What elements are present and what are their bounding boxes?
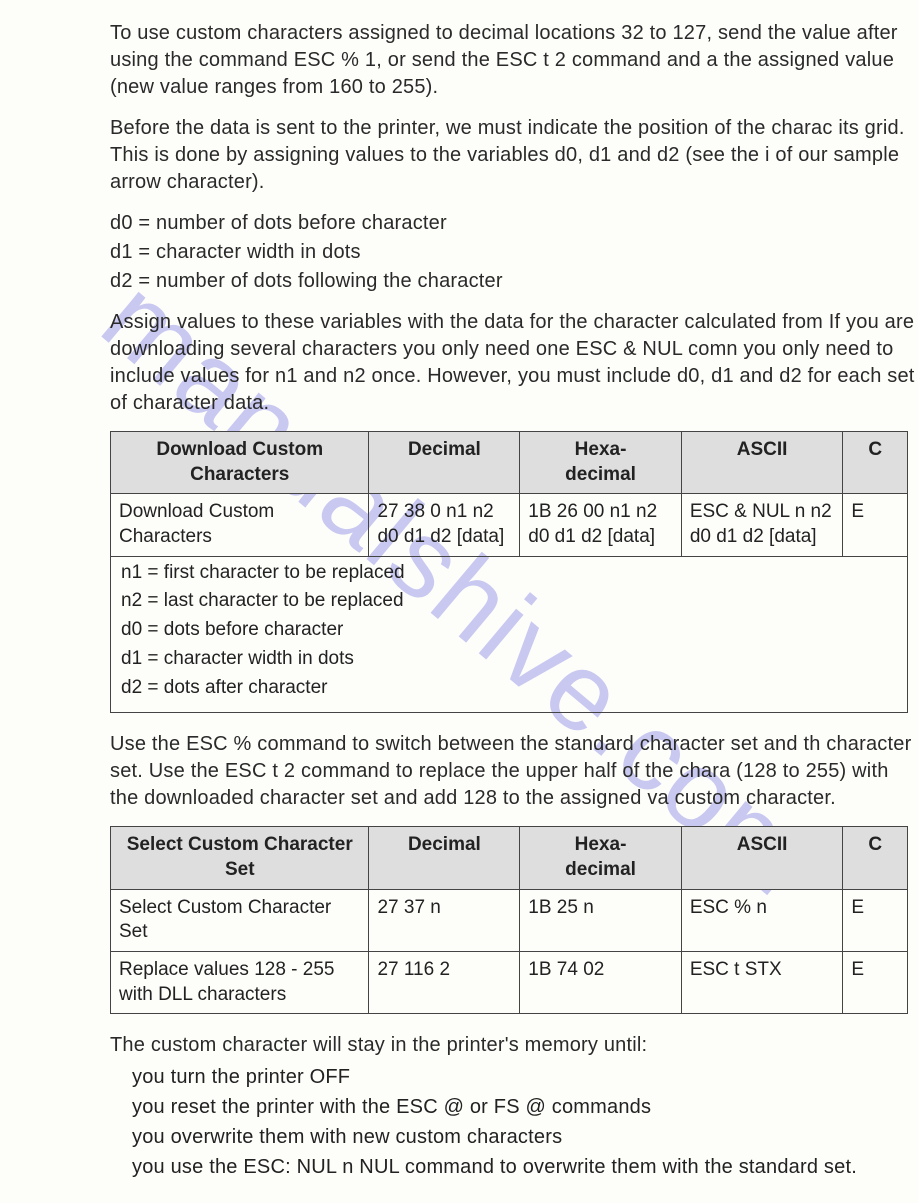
note-d1: d1 = character width in dots [121, 647, 897, 672]
cell-c: E [843, 494, 908, 556]
th-c: C [843, 432, 908, 494]
note-n1: n1 = first character to be replaced [121, 561, 897, 586]
cell-c: E [843, 951, 908, 1013]
cell-decimal: 27 38 0 n1 n2 d0 d1 d2 [data] [369, 494, 520, 556]
bullet-item: you reset the printer with the ESC @ or … [132, 1093, 918, 1121]
table-header-row: Select Custom Character Set Decimal Hexa… [111, 827, 908, 889]
def-d1: d1 = character width in dots [110, 239, 918, 266]
paragraph-1: To use custom characters assigned to dec… [110, 20, 918, 101]
cell-c: E [843, 889, 908, 951]
table-notes-row: n1 = first character to be replaced n2 =… [111, 556, 908, 712]
th-c: C [843, 827, 908, 889]
table-download-custom-characters: Download Custom Characters Decimal Hexa-… [110, 431, 908, 713]
cell-hex: 1B 25 n [520, 889, 682, 951]
bullet-list: you turn the printer OFF you reset the p… [132, 1063, 918, 1181]
th-hex: Hexa- decimal [520, 432, 682, 494]
paragraph-4: Use the ESC % command to switch between … [110, 731, 918, 812]
th-ascii: ASCII [681, 827, 843, 889]
table-select-custom-character-set: Select Custom Character Set Decimal Hexa… [110, 826, 908, 1014]
definition-list-1: d0 = number of dots before character d1 … [110, 210, 918, 295]
th-ascii: ASCII [681, 432, 843, 494]
paragraph-2: Before the data is sent to the printer, … [110, 115, 918, 196]
note-n2: n2 = last character to be replaced [121, 589, 897, 614]
table-row: Download Custom Characters 27 38 0 n1 n2… [111, 494, 908, 556]
cell-decimal: 27 37 n [369, 889, 520, 951]
th-decimal: Decimal [369, 827, 520, 889]
th-command: Download Custom Characters [111, 432, 369, 494]
th-command: Select Custom Character Set [111, 827, 369, 889]
table-row: Select Custom Character Set 27 37 n 1B 2… [111, 889, 908, 951]
cell-decimal: 27 116 2 [369, 951, 520, 1013]
th-decimal: Decimal [369, 432, 520, 494]
bullet-item: you use the ESC: NUL n NUL command to ov… [132, 1153, 918, 1181]
cell-hex: 1B 26 00 n1 n2 d0 d1 d2 [data] [520, 494, 682, 556]
cell-hex: 1B 74 02 [520, 951, 682, 1013]
cell-ascii: ESC & NUL n n2 d0 d1 d2 [data] [681, 494, 843, 556]
table-header-row: Download Custom Characters Decimal Hexa-… [111, 432, 908, 494]
def-d0: d0 = number of dots before character [110, 210, 918, 237]
def-d2: d2 = number of dots following the charac… [110, 268, 918, 295]
note-d2: d2 = dots after character [121, 676, 897, 701]
page-content: To use custom characters assigned to dec… [0, 0, 918, 1203]
paragraph-3: Assign values to these variables with th… [110, 309, 918, 417]
cell-name: Download Custom Characters [111, 494, 369, 556]
cell-ascii: ESC % n [681, 889, 843, 951]
bullet-item: you overwrite them with new custom chara… [132, 1123, 918, 1151]
bullet-item: you turn the printer OFF [132, 1063, 918, 1091]
cell-name: Replace values 128 - 255 with DLL charac… [111, 951, 369, 1013]
th-hex: Hexa- decimal [520, 827, 682, 889]
cell-name: Select Custom Character Set [111, 889, 369, 951]
note-d0: d0 = dots before character [121, 618, 897, 643]
cell-ascii: ESC t STX [681, 951, 843, 1013]
table-row: Replace values 128 - 255 with DLL charac… [111, 951, 908, 1013]
paragraph-5: The custom character will stay in the pr… [110, 1032, 918, 1059]
